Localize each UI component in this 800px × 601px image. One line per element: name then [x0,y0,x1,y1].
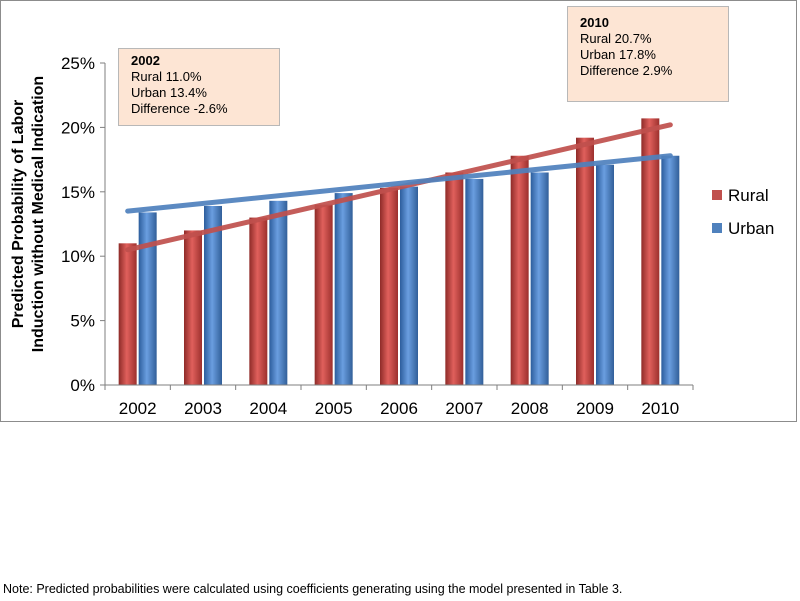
x-tick-label: 2008 [511,399,549,418]
x-tick-label: 2005 [315,399,353,418]
y-tick-label: 25% [61,54,95,73]
x-tick-label: 2010 [641,399,679,418]
trendline-urban [125,153,673,214]
bar-urban-2002 [138,212,157,385]
bar-rural-2003 [184,230,202,385]
bar-rural-2010 [641,118,660,385]
bar-urban-2010 [661,155,680,385]
bar-rural-2004 [249,217,268,385]
legend-swatch-rural [712,190,722,200]
y-axis-label-line-2: Induction without Medical Indication [30,76,47,352]
bar-rural-2002 [118,243,137,385]
x-tick-label: 2002 [119,399,157,418]
chart-frame: Predicted Probability of Labor Induction… [0,0,797,422]
y-tick-label: 0% [70,376,95,395]
legend-label-urban: Urban [728,219,774,238]
annotation-2010: 2010 Rural 20.7% Urban 17.8% Difference … [567,6,729,102]
annotation-2002-rural: Rural 11.0% [131,69,202,84]
x-tick-label: 2004 [249,399,287,418]
trendline-rural [125,122,673,253]
legend: Rural Urban [712,186,774,238]
y-axis-label-line-1: Predicted Probability of Labor [10,100,27,328]
y-tick-label: 5% [70,312,95,331]
bar-urban-2006 [400,186,418,385]
annotation-2010-rural: Rural 20.7% [580,31,652,46]
bar-rural-2006 [380,187,398,385]
annotation-2002: 2002 Rural 11.0% Urban 13.4% Difference … [118,48,280,126]
bar-rural-2009 [576,137,594,385]
legend-swatch-urban [712,223,722,233]
bar-urban-2005 [334,193,353,385]
x-tick-label: 2007 [445,399,483,418]
x-tick-label: 2003 [184,399,222,418]
bar-urban-2008 [530,172,549,385]
annotation-2002-difference: Difference -2.6% [131,101,228,116]
bar-urban-2004 [269,200,288,385]
y-tick-label: 20% [61,118,95,137]
x-tick-label: 2006 [380,399,418,418]
bar-rural-2007 [445,172,464,385]
x-tick-label: 2009 [576,399,614,418]
footnote: Note: Predicted probabilities were calcu… [3,582,623,596]
bar-urban-2003 [204,205,222,385]
annotation-2010-urban: Urban 17.8% [580,47,656,62]
y-tick-label: 15% [61,183,95,202]
annotation-2010-title: 2010 [580,15,609,30]
annotation-2002-urban: Urban 13.4% [131,85,207,100]
bar-urban-2009 [596,164,614,385]
bar-chart: Predicted Probability of Labor Induction… [10,54,774,418]
bar-urban-2007 [465,178,484,385]
y-axis-label: Predicted Probability of Labor Induction… [10,76,47,352]
bar-rural-2008 [510,155,529,385]
annotation-2002-title: 2002 [131,53,160,68]
legend-label-rural: Rural [728,186,769,205]
annotation-2010-difference: Difference 2.9% [580,63,673,78]
y-tick-label: 10% [61,247,95,266]
bar-rural-2005 [314,204,333,385]
